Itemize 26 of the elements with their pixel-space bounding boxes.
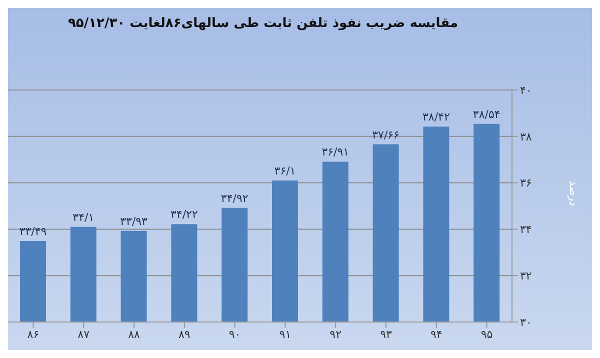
x-tick-label: ۹۰ [228,328,241,341]
data-label: ۳۴/۲۲ [170,208,198,222]
data-label: ۳۶/۹۱ [322,146,350,159]
y-tick-label: ۳۶ [520,176,532,190]
data-label: ۳۴/۹۲ [220,192,248,205]
y-tick-label: ۳۸ [520,130,532,144]
data-label: ۳۶/۱ [274,164,296,178]
x-tick-label: ۸۷ [78,328,90,341]
x-tick-label: ۸۸ [128,328,140,341]
x-tick-label: ۸۶ [27,328,40,341]
x-tick-label: ۹۱ [279,328,292,341]
y-tick-label: ۳۲ [520,270,532,283]
chart-title: مقایسه ضریب نفوذ تلفن ثابت طی سالهای۸۶لغایت ۹۵/۱۲/۳۰ [68,16,458,31]
y-axis-title: درصد [567,180,580,206]
x-tick-label: ۸۹ [178,328,190,341]
x-tick-label: ۹۵ [480,328,493,341]
x-tick-label: ۹۴ [430,328,442,341]
y-tick-label: ۴۰ [520,84,532,97]
data-label: ۳۸/۴۲ [422,110,450,124]
data-label: ۳۸/۵۴ [472,108,500,121]
y-tick-label: ۳۰ [520,316,532,329]
data-label: ۳۳/۹۳ [120,214,148,228]
y-tick-label: ۳۴ [520,223,532,236]
x-tick-label: ۹۳ [380,328,392,341]
x-tick-label: ۹۲ [330,328,342,341]
data-label: ۳۴/۱ [72,210,94,224]
